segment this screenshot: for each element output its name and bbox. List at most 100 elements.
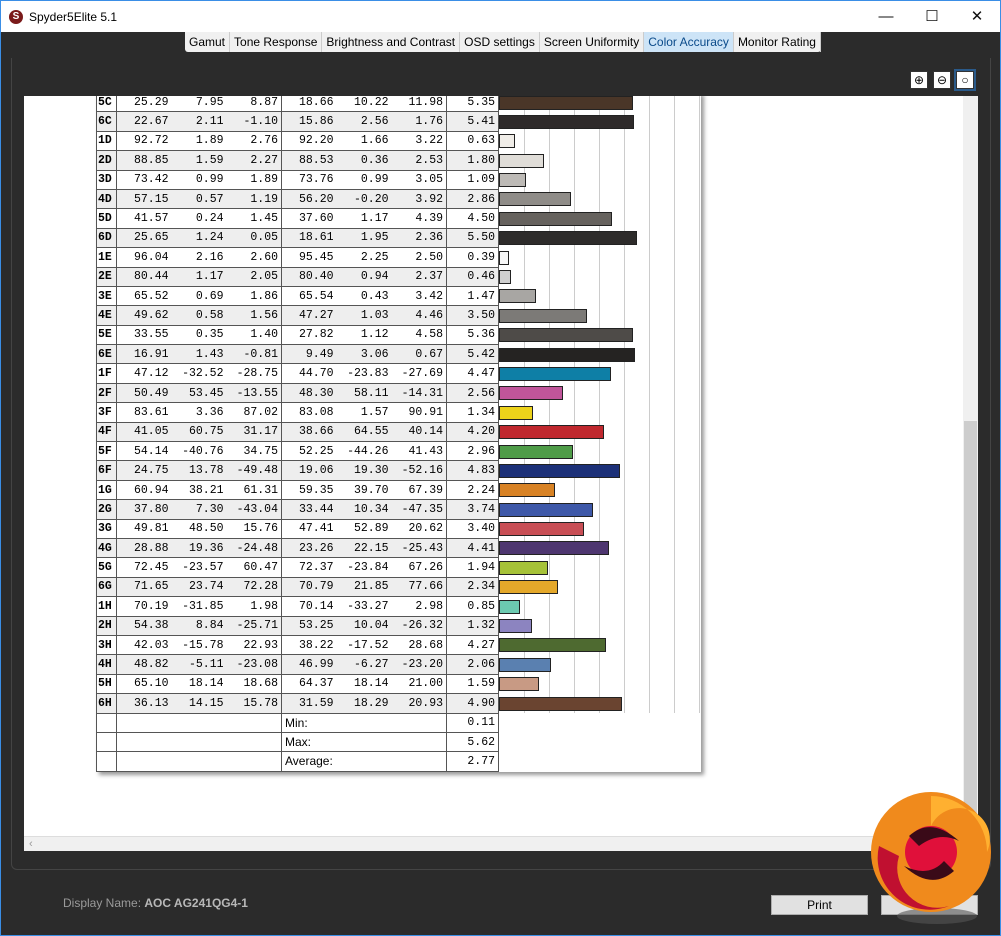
print-button[interactable]: Print bbox=[771, 895, 868, 915]
delta-e-bar bbox=[499, 270, 511, 285]
tab-gamut[interactable]: Gamut bbox=[185, 32, 231, 52]
lab-value: 56.20 bbox=[281, 188, 337, 210]
tab-tone-response[interactable]: Tone Response bbox=[230, 32, 323, 52]
lab-value: 67.26 bbox=[391, 557, 447, 578]
bar-cell bbox=[498, 344, 700, 364]
bar-cell bbox=[498, 422, 700, 442]
table-row: 6F 24.75 13.78 -49.48 19.06 19.30 -52.16 4.83 bbox=[96, 460, 700, 481]
patch-id: 1D bbox=[96, 130, 117, 152]
gridline bbox=[674, 286, 675, 306]
lab-value: 72.28 bbox=[226, 576, 282, 598]
gridline bbox=[649, 96, 650, 112]
gridline bbox=[649, 247, 650, 268]
lab-value: -23.83 bbox=[336, 363, 392, 384]
lab-value: 50.49 bbox=[116, 382, 172, 404]
lab-value: 67.39 bbox=[391, 479, 447, 501]
patch-id: 5F bbox=[96, 441, 117, 462]
bar-cell bbox=[498, 460, 700, 481]
lab-value: 1.98 bbox=[226, 596, 282, 617]
gridline bbox=[699, 499, 700, 520]
gridline bbox=[599, 577, 600, 597]
horizontal-scrollbar[interactable]: ‹ bbox=[24, 836, 978, 851]
lab-value: 70.19 bbox=[116, 596, 172, 617]
gridline bbox=[624, 654, 625, 675]
gridline bbox=[624, 170, 625, 190]
gridline bbox=[649, 538, 650, 558]
patch-id: 1F bbox=[96, 363, 117, 384]
lab-value: -25.43 bbox=[391, 537, 447, 559]
close-button[interactable]: ✕ bbox=[970, 8, 984, 25]
delta-e-value: 4.83 bbox=[446, 460, 499, 481]
lab-value: 7.95 bbox=[171, 96, 227, 113]
zoom-fit-icon[interactable]: ○ bbox=[954, 69, 976, 91]
delta-e-value: 5.36 bbox=[446, 324, 499, 346]
gridline bbox=[699, 170, 700, 190]
delta-e-value: 4.90 bbox=[446, 693, 499, 714]
bar-cell bbox=[498, 305, 700, 326]
lab-value: 41.43 bbox=[391, 441, 447, 462]
scrollbar-thumb[interactable] bbox=[964, 421, 977, 821]
gridline bbox=[574, 402, 575, 423]
lab-value: 18.29 bbox=[336, 693, 392, 714]
lab-value: 33.55 bbox=[116, 324, 172, 346]
patch-id: 6D bbox=[96, 227, 117, 249]
gridline bbox=[549, 267, 550, 287]
table-row: 6E 16.91 1.43 -0.81 9.49 3.06 0.67 5.42 bbox=[96, 344, 700, 365]
maximize-button[interactable]: ☐ bbox=[925, 8, 939, 25]
gridline bbox=[699, 111, 700, 132]
lab-value: 3.06 bbox=[336, 344, 392, 365]
gridline bbox=[599, 286, 600, 306]
lab-value: 1.45 bbox=[226, 208, 282, 229]
patch-id: 3G bbox=[96, 518, 117, 539]
minimize-button[interactable]: — bbox=[878, 8, 894, 25]
gridline bbox=[649, 170, 650, 190]
lab-value: 22.15 bbox=[336, 537, 392, 559]
delta-e-value: 1.47 bbox=[446, 285, 499, 307]
lab-value: 16.91 bbox=[116, 344, 172, 365]
delta-e-value: 4.47 bbox=[446, 363, 499, 384]
empty-cell bbox=[96, 731, 117, 753]
lab-value: -25.71 bbox=[226, 615, 282, 636]
tab-osd-settings[interactable]: OSD settings bbox=[460, 32, 540, 52]
bar-cell bbox=[498, 111, 700, 132]
lab-value: 1.43 bbox=[171, 344, 227, 365]
gridline bbox=[699, 422, 700, 442]
gridline bbox=[699, 557, 700, 578]
lab-value: -5.11 bbox=[171, 654, 227, 675]
gridline bbox=[674, 402, 675, 423]
lab-value: 20.62 bbox=[391, 518, 447, 539]
lab-value: 2.50 bbox=[391, 247, 447, 268]
delta-e-value: 3.40 bbox=[446, 518, 499, 539]
table-row: 3E 65.52 0.69 1.86 65.54 0.43 3.42 1.47 bbox=[96, 285, 700, 307]
gridline bbox=[699, 635, 700, 655]
table-row: 2G 37.80 7.30 -43.04 33.44 10.34 -47.35 3.74 bbox=[96, 499, 700, 520]
gridline bbox=[574, 286, 575, 306]
tab-brightness-and-contrast[interactable]: Brightness and Contrast bbox=[322, 32, 461, 52]
gridline bbox=[699, 150, 700, 171]
lab-value: 58.11 bbox=[336, 382, 392, 404]
zoom-in-icon[interactable]: ⊕ bbox=[910, 71, 928, 89]
delta-e-value: 2.06 bbox=[446, 654, 499, 675]
table-row: 6G 71.65 23.74 72.28 70.79 21.85 77.66 2.34 bbox=[96, 576, 700, 598]
tab-screen-uniformity[interactable]: Screen Uniformity bbox=[540, 32, 645, 52]
lab-value: 0.24 bbox=[171, 208, 227, 229]
tab-monitor-rating[interactable]: Monitor Rating bbox=[734, 32, 821, 52]
delta-e-value: 4.50 bbox=[446, 208, 499, 229]
lab-value: 2.27 bbox=[226, 150, 282, 171]
tab-color-accuracy[interactable]: Color Accuracy bbox=[644, 32, 734, 52]
gridline bbox=[599, 557, 600, 578]
lab-value: 0.94 bbox=[336, 266, 392, 287]
color-accuracy-table: 5C 25.29 7.95 8.87 18.66 10.22 11.98 5.35 6C 22.6… bbox=[96, 96, 700, 772]
patch-id: 5D bbox=[96, 208, 117, 229]
delta-e-bar bbox=[499, 308, 587, 323]
lab-value: 64.37 bbox=[281, 673, 337, 695]
lab-value: 28.88 bbox=[116, 537, 172, 559]
bar-cell bbox=[498, 577, 700, 597]
lab-value: 18.14 bbox=[336, 673, 392, 695]
lab-value: 70.79 bbox=[281, 576, 337, 598]
zoom-out-icon[interactable]: ⊖ bbox=[933, 71, 951, 89]
lab-value: 2.25 bbox=[336, 247, 392, 268]
lab-value: 10.04 bbox=[336, 615, 392, 636]
vertical-scrollbar[interactable] bbox=[963, 96, 978, 836]
gridline bbox=[599, 519, 600, 539]
